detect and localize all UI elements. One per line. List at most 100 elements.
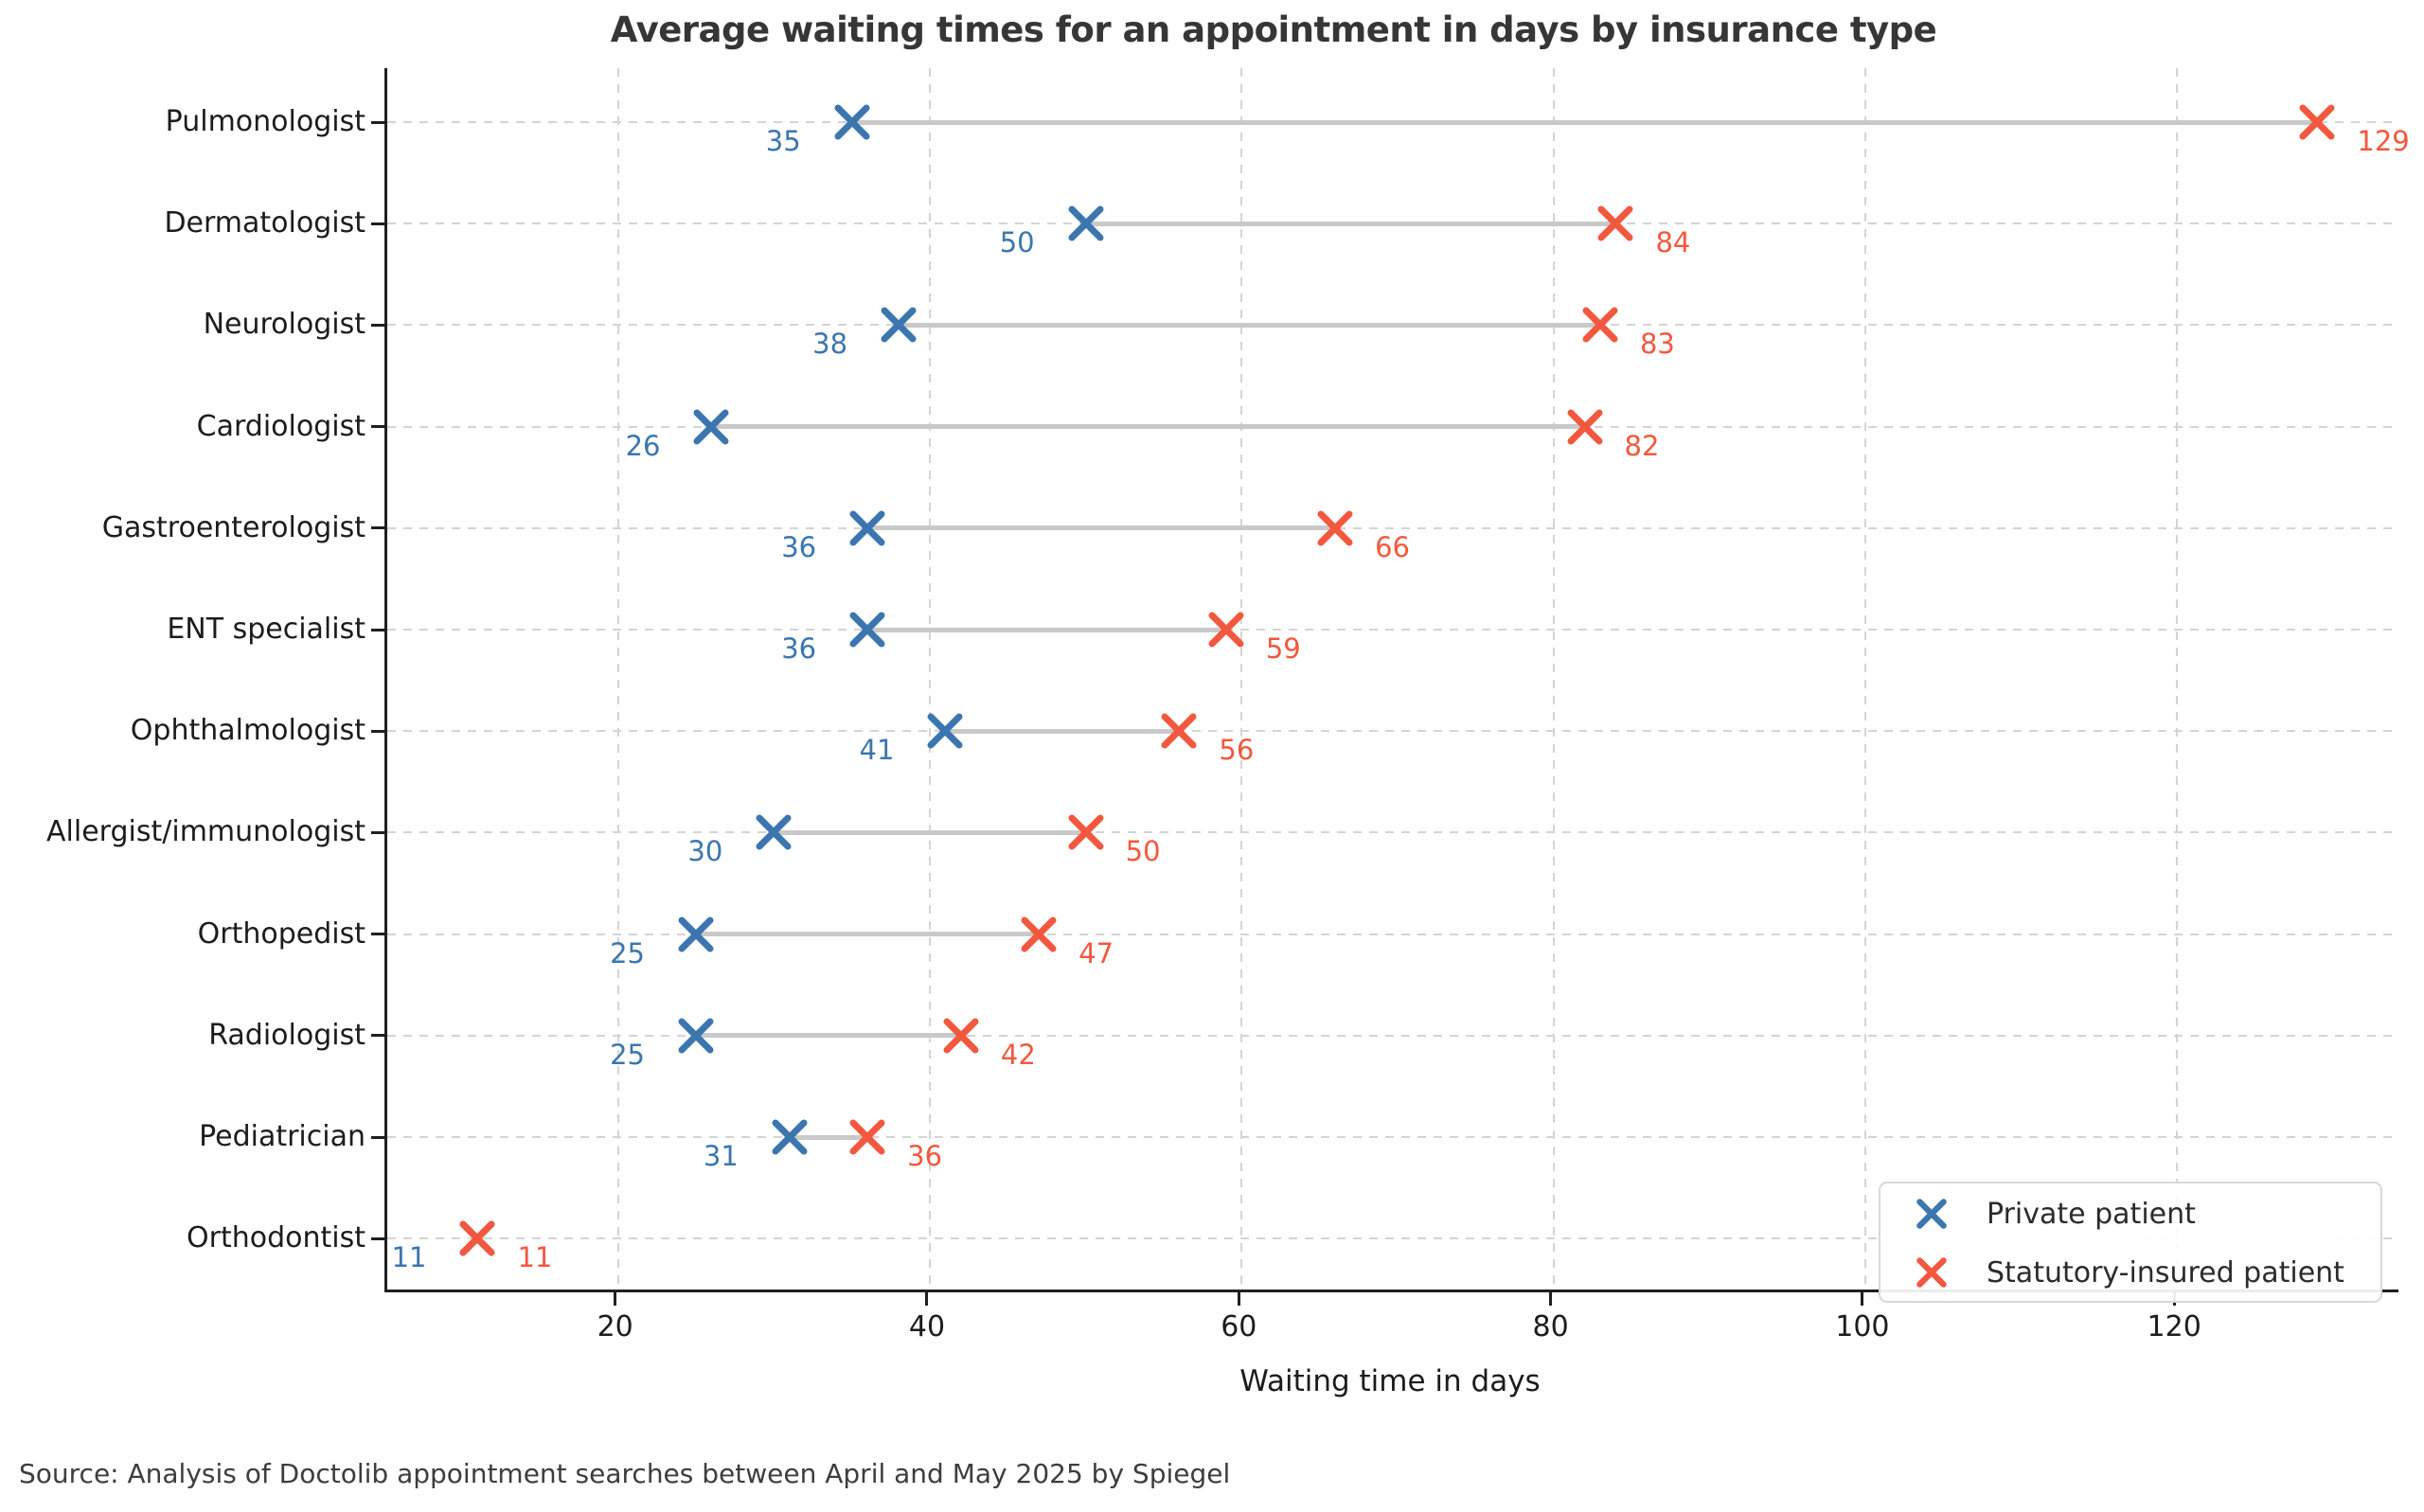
x-marker-icon xyxy=(881,307,917,343)
x-marker-icon xyxy=(1582,307,1618,343)
x-marker-icon xyxy=(693,409,729,445)
x-gridline xyxy=(616,68,619,1290)
private-value-label: 36 xyxy=(781,530,817,563)
statutory-value-label: 82 xyxy=(1624,429,1660,462)
y-gridline xyxy=(387,629,2398,631)
y-gridline xyxy=(387,526,2398,529)
category-label: ENT specialist xyxy=(167,613,365,646)
x-tick-mark xyxy=(1861,1292,1864,1306)
y-tick-mark xyxy=(371,933,384,936)
x-marker-icon xyxy=(1161,713,1197,749)
x-gridline xyxy=(2176,68,2179,1290)
y-gridline xyxy=(387,1034,2398,1037)
x-marker-icon xyxy=(459,1220,495,1256)
y-tick-mark xyxy=(371,830,384,834)
plot-area: 35 129 50 84 38 83 26 82 36 66 36 59 41 56 30 50 25 47 25 4… xyxy=(384,68,2410,1292)
dumbbell-connector xyxy=(711,424,1585,430)
x-marker-icon xyxy=(1916,1257,1947,1288)
x-tick-label: 80 xyxy=(1532,1310,1569,1343)
y-gridline xyxy=(387,933,2398,935)
x-marker-icon xyxy=(834,104,870,140)
x-tick-label: 20 xyxy=(597,1310,633,1343)
x-gridline xyxy=(928,68,931,1290)
dumbbell-connector xyxy=(1085,221,1616,226)
category-label: Orthopedist xyxy=(197,916,365,951)
private-value-label: 26 xyxy=(625,429,661,462)
dumbbell-connector xyxy=(789,1134,868,1140)
category-label: Pulmonologist xyxy=(165,105,365,138)
legend-item-private: Private patient xyxy=(1880,1195,2380,1233)
private-value-label: 38 xyxy=(812,328,848,361)
statutory-value-label: 129 xyxy=(2357,125,2410,157)
private-value-label: 36 xyxy=(781,632,817,665)
x-tick-mark xyxy=(1237,1292,1240,1306)
dumbbell-connector xyxy=(945,728,1180,734)
x-marker-icon xyxy=(849,510,885,546)
legend-label-private: Private patient xyxy=(1987,1197,2196,1231)
dumbbell-connector xyxy=(696,932,1040,937)
private-value-label: 50 xyxy=(999,226,1035,259)
private-value-label: 25 xyxy=(610,936,645,969)
x-tick-mark xyxy=(925,1292,929,1306)
y-tick-mark xyxy=(371,526,384,530)
x-marker-icon xyxy=(756,814,792,850)
x-gridline xyxy=(1552,68,1555,1290)
y-tick-mark xyxy=(371,729,384,733)
legend-item-statutory: Statutory-insured patient xyxy=(1880,1254,2380,1291)
x-tick-mark xyxy=(614,1292,617,1306)
y-gridline xyxy=(387,730,2398,733)
legend: Private patient Statutory-insured patien… xyxy=(1879,1182,2382,1303)
x-marker-icon xyxy=(678,1018,714,1054)
y-tick-mark xyxy=(371,323,384,327)
x-marker-icon xyxy=(1567,409,1603,445)
y-gridline xyxy=(387,1237,2398,1240)
private-value-label: 11 xyxy=(391,1241,427,1274)
y-gridline xyxy=(387,831,2398,834)
y-tick-mark xyxy=(371,1034,384,1038)
x-gridline xyxy=(1240,68,1243,1290)
category-label: Pediatrician xyxy=(199,1120,365,1153)
statutory-value-label: 36 xyxy=(907,1140,943,1172)
category-label: Cardiologist xyxy=(196,409,365,443)
y-tick-mark xyxy=(371,1236,384,1240)
dumbbell-connector xyxy=(696,1033,961,1039)
statutory-value-label: 50 xyxy=(1125,835,1161,868)
dumbbell-connector xyxy=(867,525,1336,531)
statutory-value-label: 11 xyxy=(517,1241,553,1274)
dumbbell-connector xyxy=(867,627,1226,632)
category-label: Neurologist xyxy=(203,308,365,342)
x-marker-icon xyxy=(1597,205,1633,241)
x-gridline xyxy=(1863,68,1866,1290)
x-marker-icon xyxy=(1068,205,1104,241)
y-tick-mark xyxy=(371,425,384,429)
statutory-value-label: 42 xyxy=(1000,1038,1036,1071)
private-value-label: 25 xyxy=(610,1038,645,1071)
x-axis-title: Waiting time in days xyxy=(1239,1364,1541,1398)
statutory-value-label: 47 xyxy=(1078,936,1114,969)
private-value-label: 31 xyxy=(703,1140,739,1172)
category-label: Allergist/immunologist xyxy=(46,815,365,849)
statutory-value-label: 84 xyxy=(1655,226,1691,259)
x-marker-icon xyxy=(678,916,714,952)
private-value-label: 41 xyxy=(859,734,895,767)
chart-title: Average waiting times for an appointment… xyxy=(610,9,1937,50)
x-marker-icon xyxy=(943,1018,979,1054)
x-tick-label: 120 xyxy=(2147,1310,2201,1343)
statutory-value-label: 83 xyxy=(1639,328,1675,361)
category-label: Gastroenterologist xyxy=(101,510,365,544)
x-marker-icon xyxy=(772,1119,808,1155)
dumbbell-connector xyxy=(774,829,1086,835)
dumbbell-connector xyxy=(851,119,2318,125)
statutory-value-label: 66 xyxy=(1375,530,1410,563)
category-label: Dermatologist xyxy=(164,206,365,240)
y-gridline xyxy=(387,1136,2398,1138)
y-tick-mark xyxy=(371,1135,384,1139)
statutory-value-label: 59 xyxy=(1265,632,1301,665)
legend-label-statutory: Statutory-insured patient xyxy=(1987,1255,2344,1290)
x-marker-icon xyxy=(849,612,885,648)
x-marker-icon xyxy=(849,1119,885,1155)
x-marker-icon xyxy=(1317,510,1353,546)
category-label: Radiologist xyxy=(208,1018,365,1052)
statutory-value-label: 56 xyxy=(1219,734,1255,767)
